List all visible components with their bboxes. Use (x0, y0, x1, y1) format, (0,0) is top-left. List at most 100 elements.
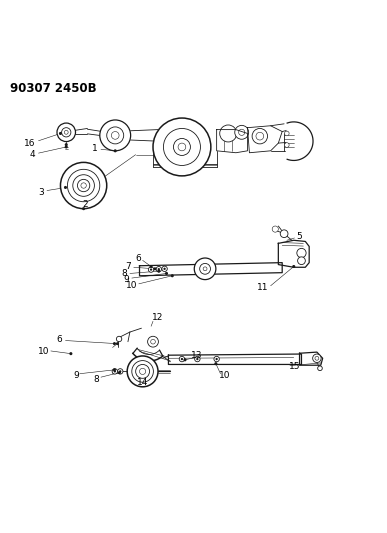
Circle shape (203, 267, 207, 271)
Circle shape (73, 175, 94, 196)
Circle shape (118, 371, 121, 374)
Text: 3: 3 (38, 188, 44, 197)
Text: 15: 15 (289, 362, 300, 372)
Circle shape (298, 257, 305, 264)
Circle shape (181, 358, 183, 360)
Circle shape (162, 266, 167, 271)
Circle shape (315, 357, 319, 360)
Text: 9: 9 (73, 371, 79, 379)
Circle shape (272, 226, 278, 232)
Text: 14: 14 (137, 378, 148, 387)
Circle shape (196, 358, 199, 360)
Circle shape (318, 366, 322, 370)
Circle shape (195, 357, 200, 362)
Circle shape (111, 132, 119, 139)
Polygon shape (278, 240, 309, 267)
Text: 4: 4 (29, 150, 35, 159)
Text: 11: 11 (257, 283, 269, 292)
Circle shape (284, 131, 289, 136)
Circle shape (214, 357, 219, 362)
Text: 12: 12 (152, 313, 164, 322)
Circle shape (69, 352, 72, 355)
Circle shape (235, 125, 248, 139)
Circle shape (220, 125, 237, 142)
Circle shape (57, 123, 75, 142)
Circle shape (194, 258, 216, 280)
Circle shape (149, 265, 152, 268)
Circle shape (140, 368, 146, 375)
Circle shape (200, 263, 211, 274)
Circle shape (252, 128, 267, 144)
Circle shape (116, 342, 119, 345)
Circle shape (313, 354, 321, 362)
Circle shape (127, 356, 158, 387)
Circle shape (77, 179, 90, 192)
Text: 7: 7 (125, 262, 131, 271)
Circle shape (114, 149, 117, 152)
Circle shape (157, 270, 160, 273)
Circle shape (67, 169, 100, 201)
Circle shape (65, 146, 68, 149)
Circle shape (178, 143, 186, 151)
Circle shape (147, 336, 158, 347)
Circle shape (163, 268, 166, 270)
Circle shape (113, 342, 116, 345)
Circle shape (81, 183, 86, 188)
Circle shape (163, 128, 200, 165)
Text: 5: 5 (297, 232, 302, 241)
Text: 6: 6 (136, 254, 142, 263)
Text: 10: 10 (126, 281, 137, 290)
Text: 90307 2450B: 90307 2450B (10, 82, 97, 95)
Polygon shape (168, 354, 301, 365)
Polygon shape (247, 126, 282, 153)
Circle shape (62, 128, 71, 137)
Circle shape (64, 186, 67, 189)
Circle shape (114, 370, 116, 373)
Circle shape (118, 369, 123, 374)
Circle shape (214, 362, 217, 365)
Text: 13: 13 (191, 351, 202, 360)
Polygon shape (300, 352, 323, 365)
Circle shape (60, 163, 107, 208)
Polygon shape (133, 353, 163, 361)
Circle shape (171, 274, 174, 277)
Text: 8: 8 (93, 375, 99, 384)
Text: 9: 9 (123, 274, 129, 284)
Circle shape (148, 267, 154, 272)
Circle shape (150, 269, 152, 271)
Circle shape (59, 132, 62, 135)
Circle shape (64, 131, 68, 134)
Circle shape (112, 369, 118, 374)
Polygon shape (287, 122, 313, 160)
Circle shape (165, 272, 168, 275)
Circle shape (119, 370, 122, 373)
Circle shape (297, 248, 306, 257)
Circle shape (284, 143, 289, 147)
Circle shape (183, 358, 187, 361)
Circle shape (100, 120, 131, 151)
Circle shape (136, 365, 149, 378)
Text: 16: 16 (24, 139, 35, 148)
Circle shape (82, 207, 85, 210)
Text: 1: 1 (92, 144, 98, 154)
Circle shape (292, 265, 295, 268)
Circle shape (216, 358, 218, 360)
Polygon shape (140, 263, 282, 276)
Circle shape (151, 340, 155, 344)
Circle shape (113, 368, 116, 372)
Circle shape (173, 139, 190, 156)
Text: 2: 2 (82, 199, 87, 208)
Circle shape (280, 230, 288, 238)
Circle shape (239, 129, 245, 135)
Circle shape (256, 132, 264, 140)
Circle shape (132, 361, 153, 382)
Text: 10: 10 (38, 347, 50, 356)
Circle shape (158, 268, 160, 270)
Circle shape (107, 127, 124, 144)
Circle shape (153, 267, 156, 270)
Text: 10: 10 (219, 371, 231, 379)
Text: 8: 8 (121, 269, 127, 278)
Polygon shape (217, 130, 247, 153)
Circle shape (179, 357, 185, 362)
Circle shape (65, 143, 68, 146)
